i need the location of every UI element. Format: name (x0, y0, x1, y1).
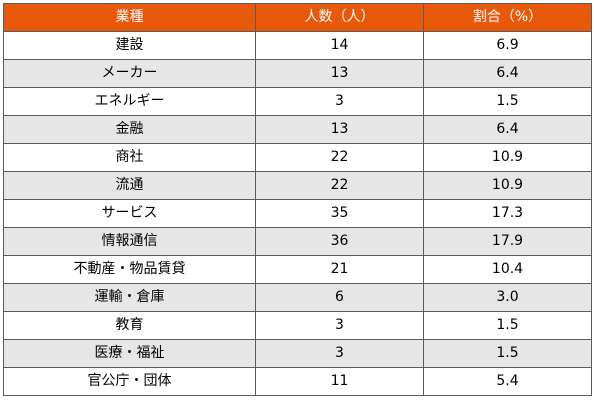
cell-ratio: 1.5 (423, 87, 592, 116)
cell-ratio: 10.9 (423, 143, 592, 172)
header-industry: 業種 (3, 3, 256, 32)
cell-people: 22 (255, 143, 424, 172)
table-row: 不動産・物品賃貸 21 10.4 (3, 255, 592, 284)
cell-ratio: 1.5 (423, 339, 592, 368)
cell-industry: 建設 (3, 31, 256, 60)
industry-table: 業種 人数（人） 割合（%） 建設 14 6.9 メーカー 13 6.4 エネル… (3, 3, 592, 396)
cell-people: 36 (255, 227, 424, 256)
cell-industry: 金融 (3, 115, 256, 144)
cell-ratio: 6.9 (423, 31, 592, 60)
cell-people: 14 (255, 31, 424, 60)
cell-ratio: 10.4 (423, 255, 592, 284)
table-row: 官公庁・団体 11 5.4 (3, 367, 592, 396)
cell-industry: 流通 (3, 171, 256, 200)
cell-people: 21 (255, 255, 424, 284)
cell-people: 22 (255, 171, 424, 200)
table-row: 金融 13 6.4 (3, 115, 592, 144)
cell-industry: 情報通信 (3, 227, 256, 256)
table-body: 建設 14 6.9 メーカー 13 6.4 エネルギー 3 1.5 金融 13 … (3, 31, 592, 396)
cell-ratio: 3.0 (423, 283, 592, 312)
table-row: メーカー 13 6.4 (3, 59, 592, 88)
cell-industry: 運輸・倉庫 (3, 283, 256, 312)
cell-people: 3 (255, 339, 424, 368)
cell-people: 13 (255, 59, 424, 88)
header-row: 業種 人数（人） 割合（%） (3, 3, 592, 32)
cell-people: 6 (255, 283, 424, 312)
cell-industry: 不動産・物品賃貸 (3, 255, 256, 284)
cell-industry: 医療・福祉 (3, 339, 256, 368)
cell-industry: 商社 (3, 143, 256, 172)
cell-people: 35 (255, 199, 424, 228)
table-row: サービス 35 17.3 (3, 199, 592, 228)
cell-ratio: 6.4 (423, 115, 592, 144)
table-row: 流通 22 10.9 (3, 171, 592, 200)
cell-ratio: 6.4 (423, 59, 592, 88)
table-container: 業種 人数（人） 割合（%） 建設 14 6.9 メーカー 13 6.4 エネル… (3, 3, 592, 396)
cell-industry: メーカー (3, 59, 256, 88)
header-people: 人数（人） (255, 3, 424, 32)
cell-ratio: 1.5 (423, 311, 592, 340)
cell-people: 13 (255, 115, 424, 144)
cell-ratio: 17.9 (423, 227, 592, 256)
cell-industry: エネルギー (3, 87, 256, 116)
cell-ratio: 10.9 (423, 171, 592, 200)
cell-people: 3 (255, 87, 424, 116)
table-row: エネルギー 3 1.5 (3, 87, 592, 116)
cell-people: 3 (255, 311, 424, 340)
cell-industry: 教育 (3, 311, 256, 340)
cell-ratio: 5.4 (423, 367, 592, 396)
cell-industry: 官公庁・団体 (3, 367, 256, 396)
table-row: 教育 3 1.5 (3, 311, 592, 340)
table-row: 医療・福祉 3 1.5 (3, 339, 592, 368)
table-header: 業種 人数（人） 割合（%） (3, 3, 592, 32)
table-row: 建設 14 6.9 (3, 31, 592, 60)
cell-ratio: 17.3 (423, 199, 592, 228)
table-row: 情報通信 36 17.9 (3, 227, 592, 256)
header-ratio: 割合（%） (423, 3, 592, 32)
table-row: 運輸・倉庫 6 3.0 (3, 283, 592, 312)
cell-industry: サービス (3, 199, 256, 228)
cell-people: 11 (255, 367, 424, 396)
table-row: 商社 22 10.9 (3, 143, 592, 172)
